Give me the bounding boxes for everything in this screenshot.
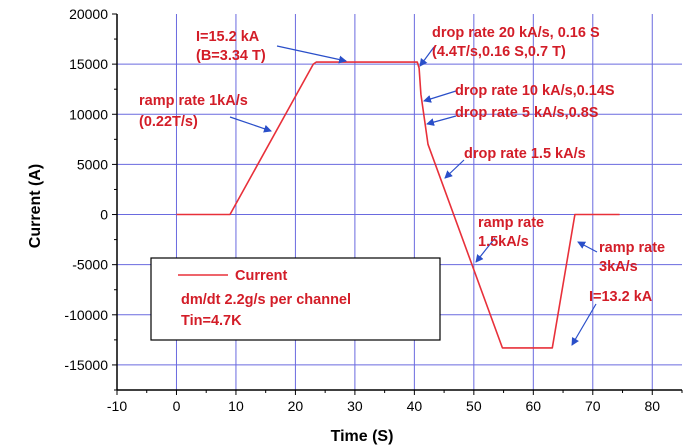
annotation-arrow — [444, 159, 465, 179]
y-tick-label: 5000 — [77, 156, 108, 172]
annotation-ramp15: ramp rate 1.5kA/s — [475, 215, 544, 263]
x-tick-label: 40 — [407, 398, 423, 414]
x-tick-label: 0 — [173, 398, 181, 414]
legend-label-current: Current — [235, 268, 288, 284]
annotation-arrow — [419, 46, 435, 67]
legend-box — [150, 257, 441, 341]
x-tick-label: 30 — [347, 398, 363, 414]
legend-note: Tin=4.7K — [181, 313, 242, 329]
annotation-neg: I=13.2 kA — [571, 289, 653, 346]
x-tick-label: 80 — [644, 398, 660, 414]
annotation-drop20: drop rate 20 kA/s, 0.16 S (4.4T/s,0.16 S,… — [419, 25, 600, 67]
series-layer — [176, 61, 620, 349]
annotation-text: drop rate 10 kA/s,0.14S — [455, 83, 615, 99]
x-tick-label: 70 — [585, 398, 601, 414]
y-axis-title: Current (A) — [27, 164, 44, 248]
annotation-text: drop rate 20 kA/s, 0.16 S — [432, 25, 600, 41]
annotation-drop15: drop rate 1.5 kA/s — [444, 146, 586, 179]
x-tick-label: 60 — [526, 398, 542, 414]
y-tick-label: 20000 — [69, 6, 108, 22]
y-tick-label: 10000 — [69, 106, 108, 122]
annotation-arrow — [426, 115, 457, 126]
annotation-arrow — [229, 116, 272, 133]
annotation-text: 3kA/s — [599, 259, 638, 275]
y-tick-label: -5000 — [72, 257, 108, 273]
annotation-arrow — [571, 303, 597, 346]
series-line-current — [176, 61, 620, 349]
y-tick-label: -10000 — [64, 307, 108, 323]
x-tick-label: -10 — [107, 398, 127, 414]
y-tick-label: 15000 — [69, 56, 108, 72]
annotation-arrow — [276, 45, 347, 64]
y-tick-label: 0 — [100, 207, 108, 223]
x-axis-title: Time (S) — [331, 428, 394, 445]
annotation-text: 1.5kA/s — [478, 234, 529, 250]
annotation-arrow — [475, 237, 496, 263]
annotation-ramp3: ramp rate 3kA/s — [577, 240, 665, 275]
annotation-text: drop rate 1.5 kA/s — [464, 146, 586, 162]
y-tick-label: -15000 — [64, 357, 108, 373]
annotation-ramp-up: ramp rate 1kA/s (0.22T/s) — [139, 93, 272, 133]
annotation-text: drop rate 5 kA/s,0.8S — [455, 105, 599, 121]
annotation-drop5: drop rate 5 kA/s,0.8S — [426, 105, 599, 126]
annotation-drop10: drop rate 10 kA/s,0.14S — [423, 83, 615, 103]
annotation-text: I=13.2 kA — [589, 289, 653, 305]
annotation-text: ramp rate 1kA/s — [139, 93, 248, 109]
legend: Current dm/dt 2.2g/s per channel Tin=4.7K — [150, 257, 441, 341]
x-tick-label: 20 — [288, 398, 304, 414]
annotation-text: (0.22T/s) — [139, 114, 198, 130]
annotation-text: ramp rate — [478, 215, 544, 231]
x-tick-label: 50 — [466, 398, 482, 414]
annotation-peak: I=15.2 kA (B=3.34 T) — [196, 29, 347, 64]
annotation-arrow — [423, 90, 457, 103]
tick-labels: -10 0 10 20 30 40 50 60 70 80 20000 15000 10000 5000 0… — [64, 6, 660, 414]
annotations: I=15.2 kA (B=3.34 T) ramp rate 1kA/s (0.22T… — [139, 25, 665, 346]
x-tick-label: 10 — [228, 398, 244, 414]
annotation-arrow — [577, 241, 598, 253]
annotation-text: (B=3.34 T) — [196, 48, 266, 64]
annotation-text: ramp rate — [599, 240, 665, 256]
annotation-text: I=15.2 kA — [196, 29, 260, 45]
axes — [112, 13, 683, 395]
legend-note: dm/dt 2.2g/s per channel — [181, 292, 351, 308]
annotation-text: (4.4T/s,0.16 S,0.7 T) — [432, 44, 566, 60]
